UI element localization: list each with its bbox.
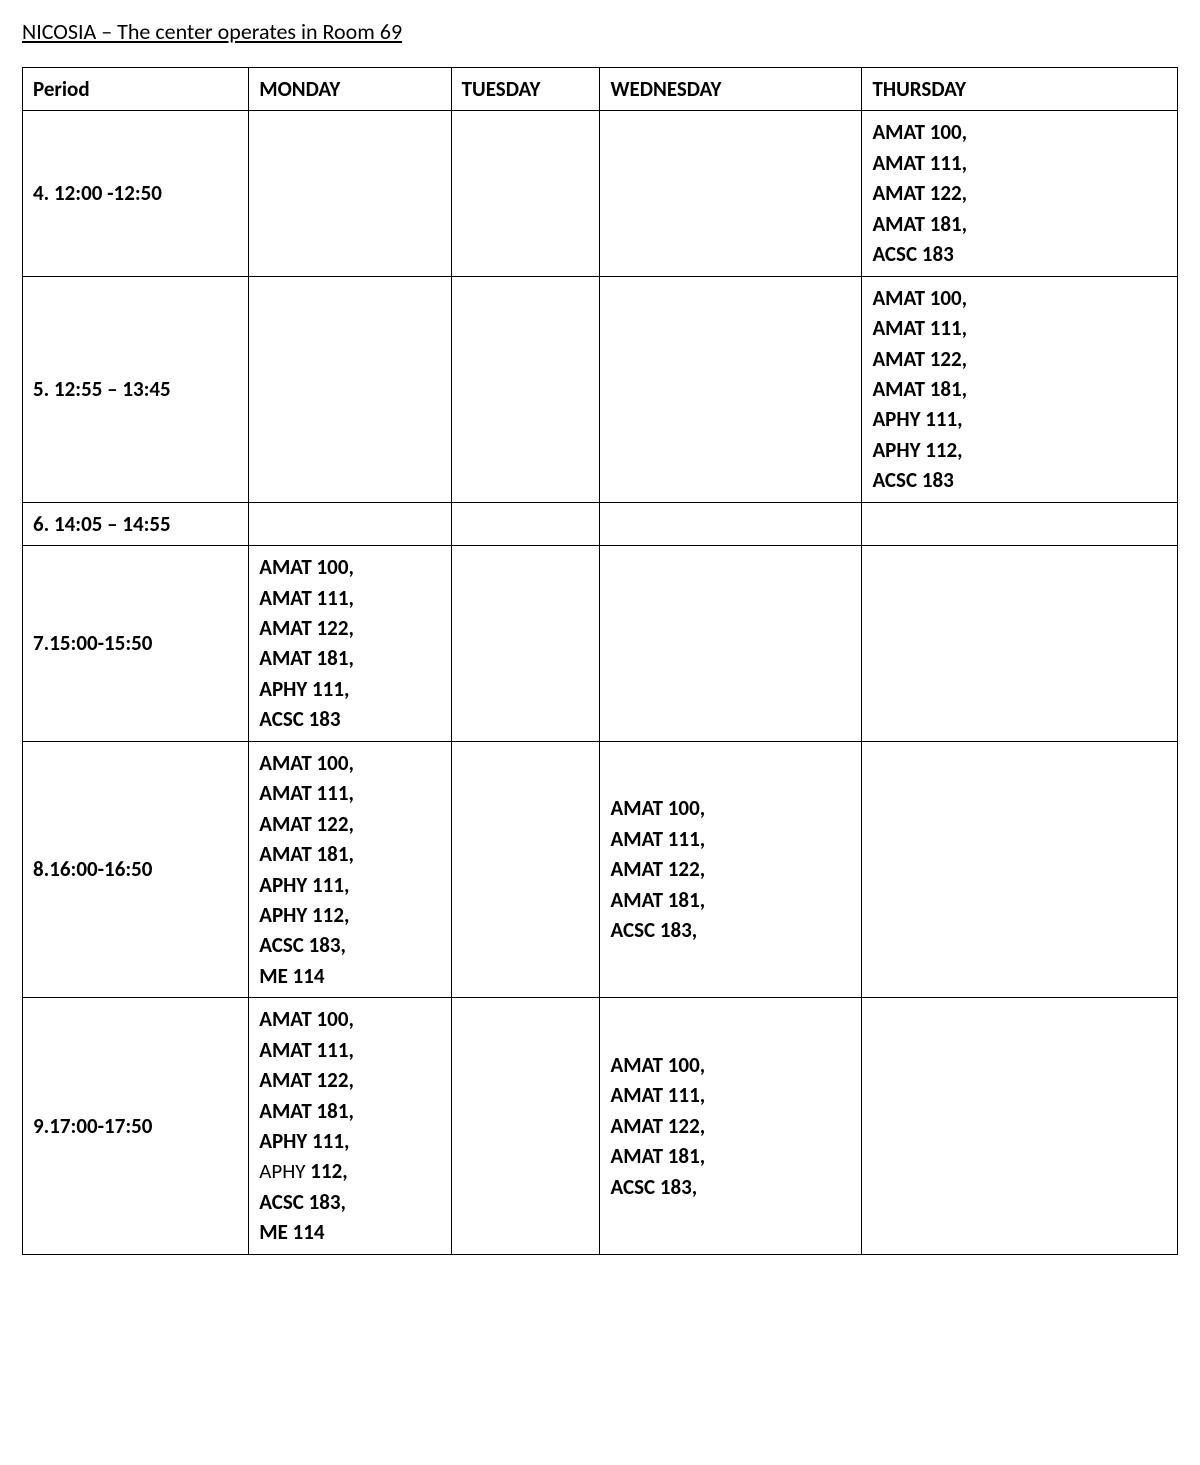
course-code: APHY 111, [872, 404, 1167, 434]
monday-cell [249, 276, 451, 502]
monday-cell: AMAT 100,AMAT 111,AMAT 122,AMAT 181,APHY… [249, 546, 451, 742]
course-code: AMAT 111, [610, 1080, 851, 1110]
course-code: ACSC 183, [610, 1172, 851, 1202]
period-cell: 5. 12:55 – 13:45 [23, 276, 249, 502]
thursday-cell [862, 998, 1178, 1255]
page-title: NICOSIA – The center operates in Room 69 [22, 18, 1178, 45]
wednesday-cell [600, 111, 862, 276]
course-code: ACSC 183 [872, 465, 1167, 495]
col-header-tuesday: TUESDAY [451, 68, 600, 111]
monday-cell [249, 111, 451, 276]
course-code: ME 114 [259, 961, 440, 991]
course-code: APHY 111, [259, 674, 440, 704]
course-code: AMAT 100, [610, 1050, 851, 1080]
course-code: ME 114 [259, 1217, 440, 1247]
course-code: APHY 112, [259, 1156, 440, 1186]
thursday-cell [862, 741, 1178, 998]
table-row: 4. 12:00 -12:50 AMAT 100,AMAT 111,AMAT 12… [23, 111, 1178, 276]
course-code: AMAT 111, [259, 778, 440, 808]
course-code: AMAT 111, [610, 824, 851, 854]
table-body: 4. 12:00 -12:50AMAT 100,AMAT 111,AMAT 12… [23, 111, 1178, 1254]
monday-cell: AMAT 100,AMAT 111,AMAT 122,AMAT 181,APHY… [249, 998, 451, 1255]
course-code: AMAT 100, [259, 748, 440, 778]
tuesday-cell [451, 546, 600, 742]
thursday-cell [862, 502, 1178, 545]
course-code: APHY 111, [259, 870, 440, 900]
thursday-cell [862, 546, 1178, 742]
tuesday-cell [451, 998, 600, 1255]
tuesday-cell [451, 276, 600, 502]
course-code: AMAT 181, [259, 643, 440, 673]
tuesday-cell [451, 111, 600, 276]
course-code: AMAT 181, [872, 374, 1167, 404]
course-code: AMAT 100, [259, 1004, 440, 1034]
period-cell: 6. 14:05 – 14:55 [23, 502, 249, 545]
course-code: AMAT 111, [259, 583, 440, 613]
period-cell: 4. 12:00 -12:50 [23, 111, 249, 276]
course-code: APHY 111, [259, 1126, 440, 1156]
course-code: AMAT 122, [610, 1111, 851, 1141]
thursday-cell: AMAT 100,AMAT 111,AMAT 122,AMAT 181,APHY… [862, 276, 1178, 502]
table-row: 8.16:00-16:50AMAT 100,AMAT 111,AMAT 122,… [23, 741, 1178, 998]
period-label: 9.17:00-17:50 [33, 1113, 152, 1139]
course-code: AMAT 122, [259, 613, 440, 643]
schedule-table: Period MONDAY TUESDAY WEDNESDAY THURSDAY… [22, 67, 1178, 1255]
period-label: 4. 12:00 -12:50 [33, 180, 162, 206]
course-code: AMAT 181, [610, 885, 851, 915]
course-code: AMAT 100, [259, 552, 440, 582]
col-header-thursday: THURSDAY [862, 68, 1178, 111]
wednesday-cell: AMAT 100,AMAT 111,AMAT 122,AMAT 181,ACSC… [600, 741, 862, 998]
course-code: AMAT 122, [259, 1065, 440, 1095]
course-code: ACSC 183, [610, 915, 851, 945]
course-code: AMAT 181, [610, 1141, 851, 1171]
course-code: AMAT 181, [259, 1096, 440, 1126]
course-code: ACSC 183, [259, 1187, 440, 1217]
table-row: 9.17:00-17:50AMAT 100,AMAT 111,AMAT 122,… [23, 998, 1178, 1255]
wednesday-cell [600, 276, 862, 502]
course-code: APHY 112, [259, 900, 440, 930]
course-code: APHY 112, [872, 435, 1167, 465]
monday-cell [249, 502, 451, 545]
course-code: AMAT 122, [259, 809, 440, 839]
course-code: AMAT 100, [610, 793, 851, 823]
thursday-cell: AMAT 100,AMAT 111,AMAT 122,AMAT 181,ACSC… [862, 111, 1178, 276]
course-code: ACSC 183 [872, 239, 1167, 269]
tuesday-cell [451, 741, 600, 998]
course-code: AMAT 122, [872, 344, 1167, 374]
wednesday-cell: AMAT 100,AMAT 111,AMAT 122,AMAT 181,ACSC… [600, 998, 862, 1255]
course-code: AMAT 100, [872, 117, 1167, 147]
wednesday-cell [600, 502, 862, 545]
period-cell: 8.16:00-16:50 [23, 741, 249, 998]
period-label: 7.15:00-15:50 [33, 630, 152, 656]
col-header-wednesday: WEDNESDAY [600, 68, 862, 111]
course-code: ACSC 183 [259, 704, 440, 734]
tuesday-cell [451, 502, 600, 545]
period-cell: 9.17:00-17:50 [23, 998, 249, 1255]
monday-cell: AMAT 100,AMAT 111,AMAT 122,AMAT 181,APHY… [249, 741, 451, 998]
period-label: 6. 14:05 – 14:55 [33, 511, 171, 537]
table-row: 6. 14:05 – 14:55 [23, 502, 1178, 545]
period-cell: 7.15:00-15:50 [23, 546, 249, 742]
table-row: 5. 12:55 – 13:45AMAT 100,AMAT 111,AMAT 1… [23, 276, 1178, 502]
course-code: AMAT 122, [610, 854, 851, 884]
table-row: 7.15:00-15:50 AMAT 100,AMAT 111,AMAT 122,… [23, 546, 1178, 742]
course-code: AMAT 122, [872, 178, 1167, 208]
wednesday-cell [600, 546, 862, 742]
course-code: AMAT 111, [872, 313, 1167, 343]
course-code: AMAT 111, [872, 148, 1167, 178]
period-label: 8.16:00-16:50 [33, 856, 152, 882]
col-header-period: Period [23, 68, 249, 111]
course-code: AMAT 181, [872, 209, 1167, 239]
course-code: AMAT 100, [872, 283, 1167, 313]
col-header-monday: MONDAY [249, 68, 451, 111]
period-label: 5. 12:55 – 13:45 [33, 376, 171, 402]
course-code: AMAT 181, [259, 839, 440, 869]
course-code: ACSC 183, [259, 930, 440, 960]
table-header-row: Period MONDAY TUESDAY WEDNESDAY THURSDAY [23, 68, 1178, 111]
course-code: AMAT 111, [259, 1035, 440, 1065]
